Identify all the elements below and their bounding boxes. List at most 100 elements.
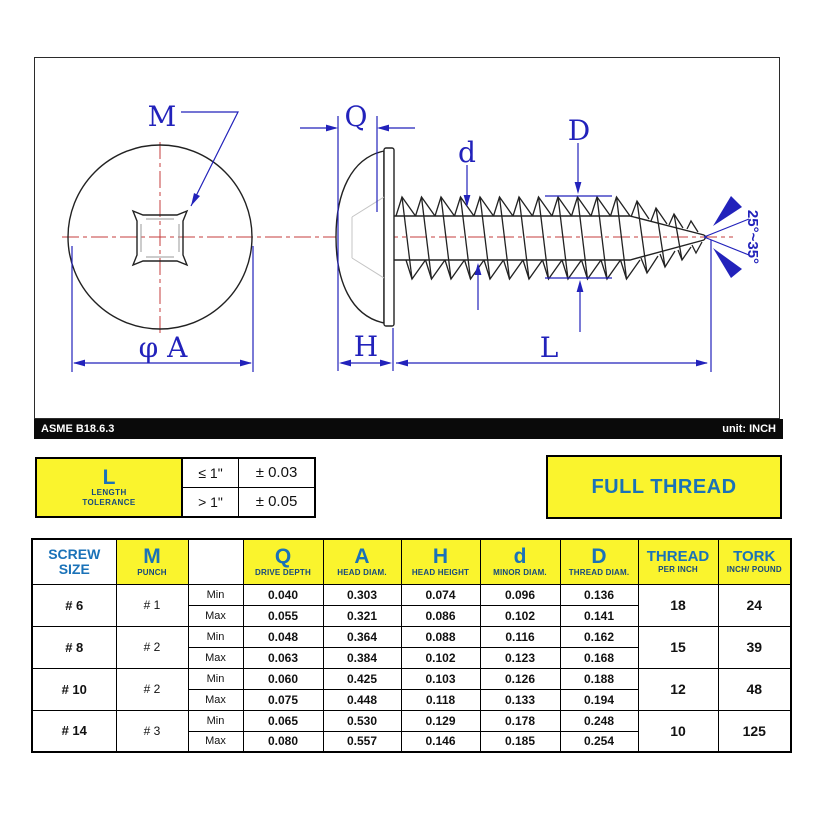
cell-value: 0.074 xyxy=(400,583,481,606)
cell-value: 0.146 xyxy=(400,730,481,753)
cell-min-label: Min xyxy=(187,667,244,690)
cell-tork: 39 xyxy=(717,625,792,669)
table-row: Max 0.063 0.384 0.102 0.123 0.168 xyxy=(32,646,791,669)
cell-max-label: Max xyxy=(187,646,244,669)
cell-value: 0.103 xyxy=(400,667,481,690)
cell-value: 0.185 xyxy=(479,730,561,753)
cell-value: 0.088 xyxy=(400,625,481,648)
phillips-recess xyxy=(131,209,189,267)
cell-max-label: Max xyxy=(187,730,244,753)
header-thread-per-inch: THREAD PER INCH xyxy=(637,538,719,585)
cell-value: 0.055 xyxy=(242,604,324,627)
full-thread-banner: FULL THREAD xyxy=(546,455,782,519)
header-a: A HEAD DIAM. xyxy=(322,538,402,585)
cell-value: 0.048 xyxy=(242,625,324,648)
label-small-d: d xyxy=(458,136,476,169)
cell-value: 0.188 xyxy=(559,667,639,690)
screw-side-view xyxy=(335,147,707,327)
cell-size: # 8 xyxy=(31,625,117,669)
cell-value: 0.065 xyxy=(242,709,324,732)
header-screw-size: SCREW SIZE xyxy=(31,538,117,585)
cell-value: 0.116 xyxy=(479,625,561,648)
cell-value: 0.040 xyxy=(242,583,324,606)
cell-max-label: Max xyxy=(187,688,244,711)
standard-bar: ASME B18.6.3 unit: INCH xyxy=(34,419,783,439)
cell-value: 0.080 xyxy=(242,730,324,753)
label-h: H xyxy=(354,330,378,363)
cell-min-label: Min xyxy=(187,709,244,732)
cell-punch: # 3 xyxy=(115,709,189,753)
thread-profile xyxy=(395,196,703,280)
cell-value: 0.448 xyxy=(322,688,402,711)
cell-value: 0.168 xyxy=(559,646,639,669)
screw-head-front-view xyxy=(67,144,253,330)
cell-value: 0.303 xyxy=(322,583,402,606)
cell-value: 0.321 xyxy=(322,604,402,627)
header-empty xyxy=(187,538,244,585)
label-l: L xyxy=(540,331,559,364)
header-m-punch: M PUNCH xyxy=(115,538,189,585)
tolerance-title: L xyxy=(102,465,116,489)
table-row: # 8 # 2 Min 0.048 0.364 0.088 0.116 0.16… xyxy=(31,625,792,669)
cell-value: 0.118 xyxy=(400,688,481,711)
dimension-arrows xyxy=(73,124,742,367)
cell-punch: # 2 xyxy=(115,667,189,711)
cell-min-label: Min xyxy=(187,625,244,648)
cell-value: 0.102 xyxy=(400,646,481,669)
cell-thread: 10 xyxy=(637,709,719,753)
cell-punch: # 1 xyxy=(115,583,189,627)
header-d-thread: D THREAD DIAM. xyxy=(559,538,639,585)
table-header-row: SCREW SIZE M PUNCH Q DRIVE DEPTH A HEAD … xyxy=(31,538,792,585)
header-h: H HEAD HEIGHT xyxy=(400,538,481,585)
tolerance-subtitle-1: LENGTH xyxy=(91,487,127,497)
header-d-minor: d MINOR DIAM. xyxy=(479,538,561,585)
tolerance-title-cell: L LENGTH TOLERANCE xyxy=(37,459,183,516)
tolerance-grid: ≤ 1" ± 0.03 > 1" ± 0.05 xyxy=(183,459,314,516)
tolerance-val-2: ± 0.05 xyxy=(255,493,298,511)
cell-value: 0.162 xyxy=(559,625,639,648)
dimension-labels: M Q D d H L φ A 25°~35° xyxy=(139,100,761,364)
label-point-angle: 25°~35° xyxy=(744,210,761,264)
table-row: # 6 # 1 Min 0.040 0.303 0.074 0.096 0.13… xyxy=(31,583,792,627)
header-tork: TORK INCH/ POUND xyxy=(717,538,792,585)
tolerance-cond-2: > 1" xyxy=(183,487,239,516)
cell-tork: 48 xyxy=(717,667,792,711)
cell-value: 0.075 xyxy=(242,688,324,711)
tolerance-subtitle-2: TOLERANCE xyxy=(82,498,136,507)
cell-value: 0.136 xyxy=(559,583,639,606)
table-row: # 14 # 3 Min 0.065 0.530 0.129 0.178 0.2… xyxy=(31,709,792,753)
unit-label: unit: INCH xyxy=(722,423,776,435)
cell-value: 0.364 xyxy=(322,625,402,648)
cell-thread: 12 xyxy=(637,667,719,711)
cell-value: 0.060 xyxy=(242,667,324,690)
tolerance-cond-1: ≤ 1" xyxy=(183,459,239,488)
cell-size: # 6 xyxy=(31,583,117,627)
cell-value: 0.557 xyxy=(322,730,402,753)
cell-tork: 125 xyxy=(717,709,792,753)
cell-value: 0.096 xyxy=(479,583,561,606)
cell-value: 0.384 xyxy=(322,646,402,669)
length-tolerance-box: L LENGTH TOLERANCE ≤ 1" ± 0.03 > 1" ± 0.… xyxy=(35,457,316,518)
cell-value: 0.141 xyxy=(559,604,639,627)
cell-value: 0.178 xyxy=(479,709,561,732)
cell-size: # 14 xyxy=(31,709,117,753)
label-big-d: D xyxy=(568,114,590,147)
cell-value: 0.530 xyxy=(322,709,402,732)
cell-tork: 24 xyxy=(717,583,792,627)
cell-punch: # 2 xyxy=(115,625,189,669)
cell-value: 0.129 xyxy=(400,709,481,732)
cell-value: 0.254 xyxy=(559,730,639,753)
label-phi-a: φ A xyxy=(139,331,189,364)
tolerance-val-1: ± 0.03 xyxy=(239,459,314,488)
spec-table: SCREW SIZE M PUNCH Q DRIVE DEPTH A HEAD … xyxy=(31,538,792,753)
centerlines xyxy=(62,142,733,334)
cell-value: 0.133 xyxy=(479,688,561,711)
standard-name: ASME B18.6.3 xyxy=(41,423,115,435)
cell-value: 0.194 xyxy=(559,688,639,711)
cell-value: 0.123 xyxy=(479,646,561,669)
cell-value: 0.425 xyxy=(322,667,402,690)
table-row: # 10 # 2 Min 0.060 0.425 0.103 0.126 0.1… xyxy=(31,667,792,711)
header-q: Q DRIVE DEPTH xyxy=(242,538,324,585)
cell-value: 0.248 xyxy=(559,709,639,732)
